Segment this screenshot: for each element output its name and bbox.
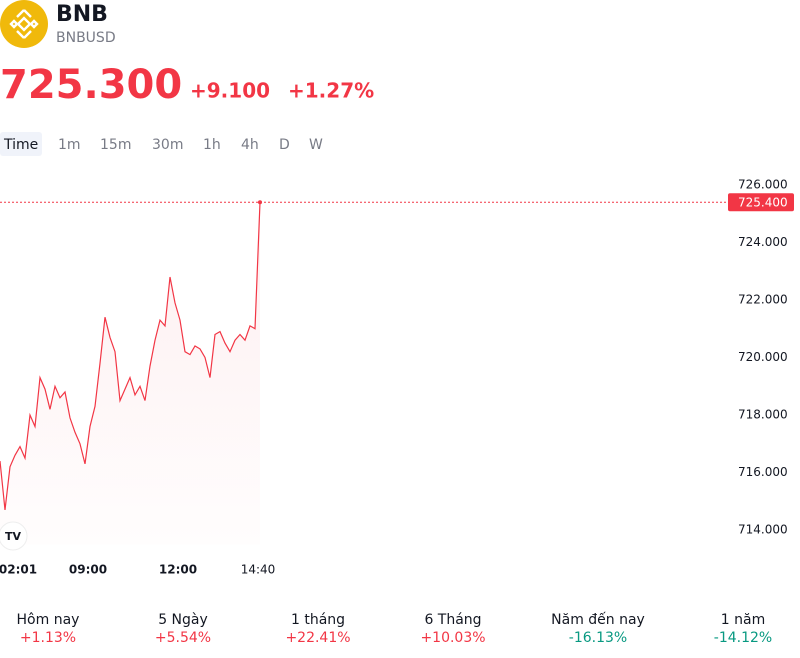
last-price-tag xyxy=(728,193,794,212)
period-change: +1.13% xyxy=(20,630,76,646)
x-tick-label: 02:01 xyxy=(0,563,37,577)
period-label[interactable]: Hôm nay xyxy=(17,612,80,628)
asset-name: BNB xyxy=(56,2,108,27)
period-change: +22.41% xyxy=(285,630,350,646)
x-tick-label: 09:00 xyxy=(69,563,107,577)
interval-button[interactable]: 1h xyxy=(203,137,221,153)
price-line xyxy=(0,202,261,510)
tv-logo: TV xyxy=(0,521,28,551)
y-tick-label: 716.000 xyxy=(738,465,788,479)
area xyxy=(0,202,260,545)
y-tick-label: 718.000 xyxy=(738,408,788,422)
logo xyxy=(0,0,48,48)
period-label[interactable]: 5 Ngày xyxy=(158,612,208,628)
y-tick-label: 714.000 xyxy=(738,523,788,537)
price-change-percent: +1.27% xyxy=(288,79,374,103)
interval-button[interactable]: 30m xyxy=(152,137,183,153)
interval-button[interactable]: W xyxy=(309,137,323,153)
price-change: +9.100 xyxy=(190,79,270,103)
period-label[interactable]: Năm đến nay xyxy=(551,611,645,628)
period-label[interactable]: 1 năm xyxy=(721,612,765,628)
period-label[interactable]: 1 tháng xyxy=(291,612,345,628)
period-change: -16.13% xyxy=(569,630,627,646)
period-label[interactable]: 6 Tháng xyxy=(424,612,481,628)
y-tick-label: 724.000 xyxy=(738,235,788,249)
price: 725.300 xyxy=(0,62,182,108)
interval-button[interactable]: Time xyxy=(3,137,38,153)
interval-button[interactable]: 4h xyxy=(241,137,259,153)
asset-symbol: BNBUSD xyxy=(56,30,116,46)
interval-button[interactable]: 15m xyxy=(100,137,131,153)
period-change: -14.12% xyxy=(714,630,772,646)
period-change: +10.03% xyxy=(420,630,485,646)
period-change: +5.54% xyxy=(155,630,211,646)
interval-button[interactable]: 1m xyxy=(58,137,81,153)
y-tick-label: 722.000 xyxy=(738,292,788,306)
svg-text:TV: TV xyxy=(5,530,22,543)
last-price-label: 725.400 xyxy=(738,196,788,210)
interval-button[interactable]: D xyxy=(279,137,290,153)
y-tick-label: 720.000 xyxy=(738,350,788,364)
x-tick-label: 12:00 xyxy=(159,563,197,577)
y-tick-label: 726.000 xyxy=(738,177,788,191)
x-tick-label: 14:40 xyxy=(241,563,276,577)
interval-active-bg xyxy=(0,132,42,156)
